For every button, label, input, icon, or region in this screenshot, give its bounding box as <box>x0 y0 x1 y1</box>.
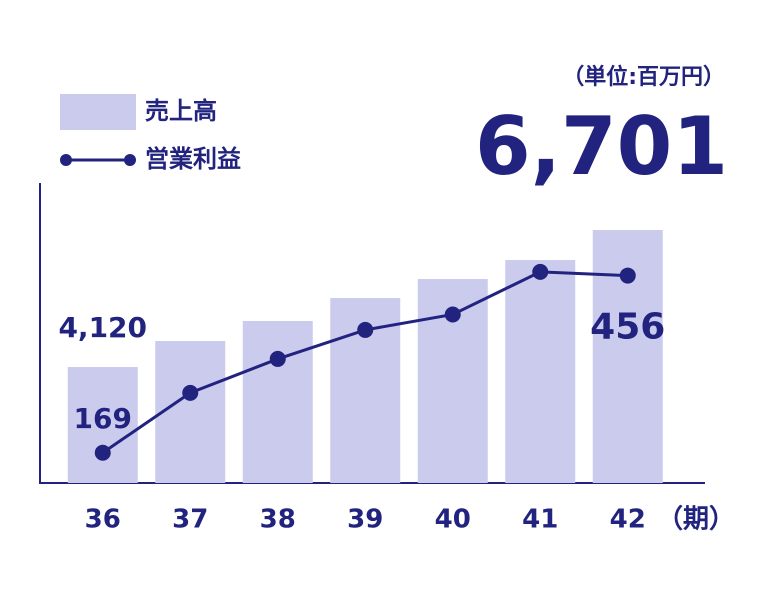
x-tick-label: 39 <box>347 505 383 535</box>
x-tick-label: 37 <box>172 505 208 535</box>
legend-dot <box>60 154 72 166</box>
legend-label: 売上高 <box>145 97 217 125</box>
x-tick-label: 41 <box>522 505 558 535</box>
profit-point <box>619 267 636 284</box>
profit-point <box>182 384 199 401</box>
profit-point <box>94 444 111 461</box>
bar <box>505 260 576 483</box>
legend-swatch <box>60 94 136 130</box>
bar <box>155 341 226 483</box>
highlight-value: 6,701 <box>475 100 728 193</box>
legend-label: 営業利益 <box>145 145 241 173</box>
x-tick-label: 38 <box>260 505 296 535</box>
bar-value-label: 4,120 <box>58 311 147 344</box>
x-tick-label: 36 <box>85 505 121 535</box>
legend-dot <box>124 154 136 166</box>
profit-point <box>444 306 461 323</box>
bar <box>67 367 138 483</box>
profit-point <box>532 263 549 280</box>
x-tick-label: 40 <box>435 505 471 535</box>
profit-value-label: 169 <box>74 402 132 435</box>
profit-point <box>357 321 374 338</box>
unit-label: （単位:百万円） <box>562 64 725 90</box>
x-tick-label: 42 <box>610 505 646 535</box>
bar <box>242 321 313 483</box>
x-unit-label: （期） <box>657 505 735 535</box>
profit-value-label: 456 <box>590 307 665 348</box>
profit-point <box>269 350 286 367</box>
